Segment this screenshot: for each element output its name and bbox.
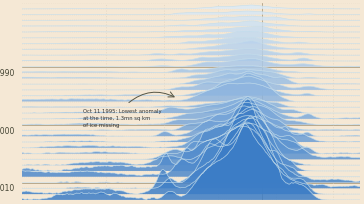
Text: 2010: 2010 bbox=[0, 184, 15, 192]
Polygon shape bbox=[22, 59, 360, 68]
Polygon shape bbox=[22, 100, 360, 119]
Polygon shape bbox=[22, 49, 360, 56]
Polygon shape bbox=[22, 124, 360, 194]
Polygon shape bbox=[22, 12, 360, 16]
Polygon shape bbox=[22, 97, 360, 171]
Polygon shape bbox=[22, 27, 360, 33]
Text: 1990: 1990 bbox=[0, 68, 15, 77]
Polygon shape bbox=[22, 122, 360, 177]
Polygon shape bbox=[22, 124, 360, 154]
Polygon shape bbox=[22, 99, 360, 200]
Polygon shape bbox=[22, 22, 360, 27]
Polygon shape bbox=[22, 72, 360, 85]
Text: 2000: 2000 bbox=[0, 126, 15, 135]
Polygon shape bbox=[22, 66, 360, 73]
Polygon shape bbox=[22, 116, 360, 160]
Polygon shape bbox=[22, 77, 360, 91]
Polygon shape bbox=[22, 99, 360, 108]
Polygon shape bbox=[22, 106, 360, 131]
Polygon shape bbox=[22, 84, 360, 96]
Polygon shape bbox=[22, 107, 360, 136]
Polygon shape bbox=[22, 70, 360, 79]
Polygon shape bbox=[22, 32, 360, 39]
Polygon shape bbox=[22, 126, 360, 188]
Polygon shape bbox=[22, 41, 360, 50]
Polygon shape bbox=[22, 116, 360, 142]
Polygon shape bbox=[22, 119, 360, 165]
Polygon shape bbox=[22, 38, 360, 44]
Text: Oct 11 1995: Lowest anomaly
at the time, 1.3mn sq km
of ice missing: Oct 11 1995: Lowest anomaly at the time,… bbox=[83, 109, 161, 128]
Polygon shape bbox=[22, 116, 360, 183]
Polygon shape bbox=[22, 6, 360, 10]
Polygon shape bbox=[22, 74, 360, 102]
Polygon shape bbox=[22, 103, 360, 125]
Polygon shape bbox=[22, 97, 360, 113]
Polygon shape bbox=[22, 55, 360, 62]
Polygon shape bbox=[22, 110, 360, 148]
Polygon shape bbox=[22, 17, 360, 21]
